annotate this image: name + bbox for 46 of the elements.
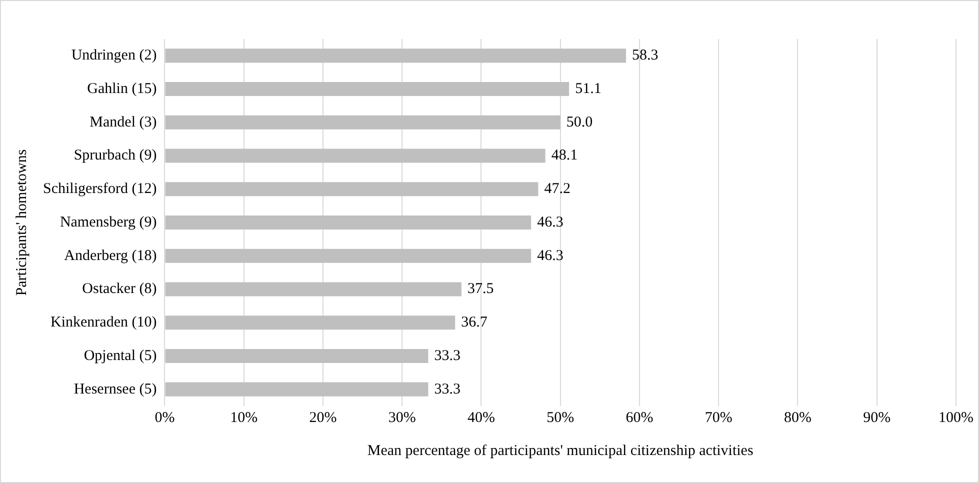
data-label: 47.2 xyxy=(544,181,570,198)
bar xyxy=(165,148,546,163)
x-tick-label: 80% xyxy=(784,410,812,426)
bar xyxy=(165,348,428,363)
data-label: 33.3 xyxy=(434,381,460,398)
y-tick-label: Hesernsee (5) xyxy=(74,381,157,398)
x-tick-label: 20% xyxy=(309,410,337,426)
y-tick-label: Mandel (3) xyxy=(90,114,157,130)
x-tick-label: 70% xyxy=(704,410,732,426)
x-tick-label: 60% xyxy=(626,410,654,426)
data-label: 36.7 xyxy=(461,314,488,331)
data-label: 50.0 xyxy=(566,114,593,130)
data-label: 46.3 xyxy=(537,248,564,264)
data-label: 46.3 xyxy=(537,214,564,230)
x-tick-label: 40% xyxy=(467,410,495,426)
bar xyxy=(165,382,428,396)
y-tick-label: Namensberg (9) xyxy=(60,214,157,230)
data-label: 33.3 xyxy=(434,348,460,364)
y-tick-label: Undringen (2) xyxy=(71,48,157,64)
x-tick-label: 100% xyxy=(938,410,974,426)
y-tick-label: Ostacker (8) xyxy=(82,281,157,298)
bar xyxy=(165,316,456,330)
y-tick-label: Sprurbach (9) xyxy=(74,148,157,164)
y-tick-label: Gahlin (15) xyxy=(87,80,157,97)
bar xyxy=(165,248,532,263)
y-axis-title: Participants' hometowns xyxy=(14,149,30,296)
x-tick-label: 30% xyxy=(388,410,416,426)
bar xyxy=(165,115,560,130)
x-tick-label: 10% xyxy=(230,410,258,426)
bar xyxy=(165,182,538,196)
x-axis-title: Mean percentage of participants' municipal citizenship activities xyxy=(367,442,754,459)
bar xyxy=(165,82,570,96)
x-tick-label: 50% xyxy=(546,410,574,426)
bar xyxy=(165,282,462,296)
y-tick-label: Opjental (5) xyxy=(84,348,157,364)
y-tick-label: Kinkenraden (10) xyxy=(50,314,157,331)
data-label: 51.1 xyxy=(575,80,602,97)
x-tick-label: 90% xyxy=(863,410,891,426)
y-tick-label: Anderberg (18) xyxy=(64,248,157,264)
data-label: 58.3 xyxy=(632,48,658,64)
x-tick-label: 0% xyxy=(154,410,175,426)
data-label: 48.1 xyxy=(551,148,578,164)
y-tick-label: Schiligersford (12) xyxy=(42,181,157,198)
data-label: 37.5 xyxy=(467,281,494,298)
bar xyxy=(165,215,532,230)
bar xyxy=(165,48,626,63)
